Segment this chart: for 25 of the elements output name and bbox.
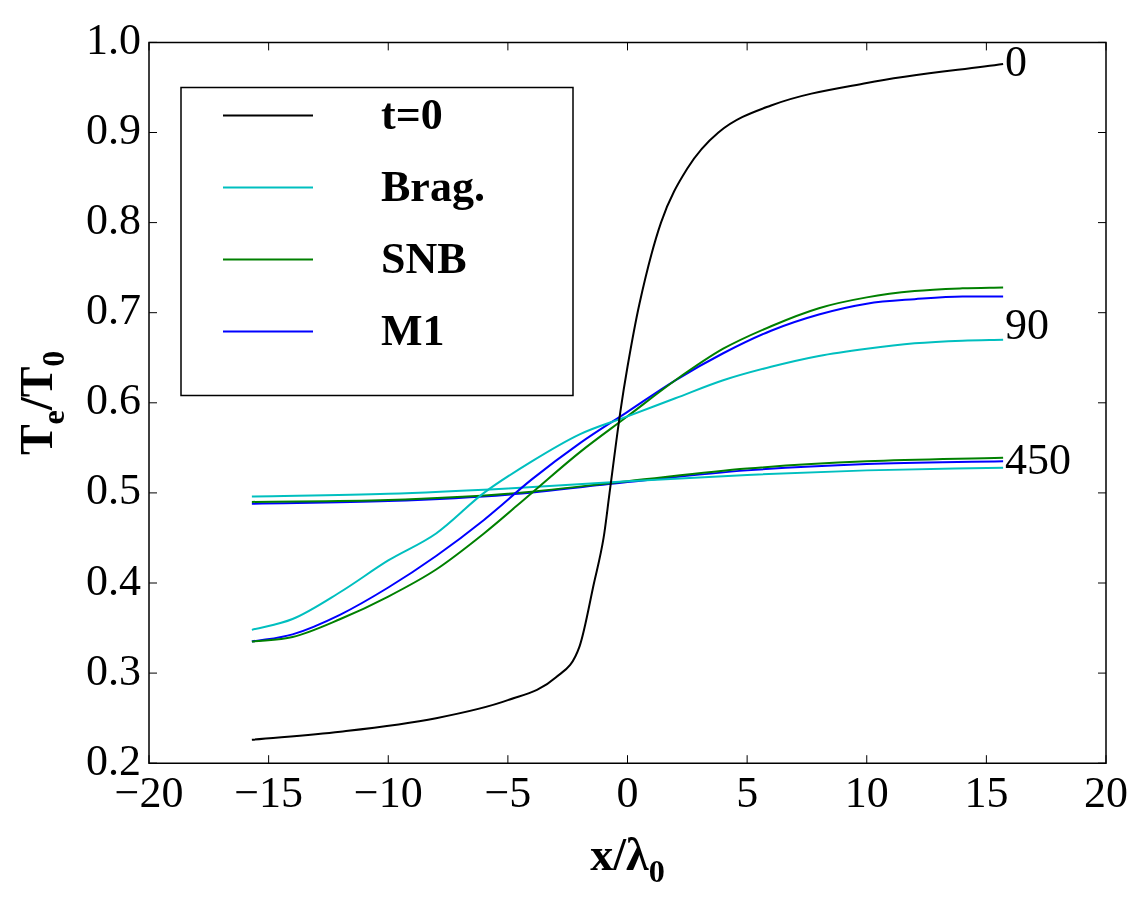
y-tick-label: 0.8 [86,195,141,245]
x-tick-label: 5 [736,768,759,818]
x-tick-label: −15 [234,768,304,818]
x-tick-label: −5 [484,768,532,818]
y-tick-label: 0.7 [86,285,141,335]
x-tick-label: 20 [1084,768,1128,818]
y-axis-title: Te/T0 [11,350,71,456]
x-tick-label: 10 [844,768,889,818]
annotation: 90 [1005,300,1050,350]
legend-label: SNB [381,233,467,283]
legend-label: t=0 [381,89,443,139]
x-tick-label: 0 [616,768,639,818]
y-tick-label: 0.4 [86,555,141,605]
annotation: 0 [1005,36,1028,86]
x-tick-label: 15 [964,768,1009,818]
y-tick-label: 0.3 [86,645,141,695]
legend-label: M1 [381,305,445,355]
line-series [250,63,1005,741]
y-tick-label: 0.5 [86,465,141,515]
legend-label: Brag. [381,161,485,211]
y-tick-label: 0.6 [86,375,141,425]
x-tick-label: −10 [353,768,423,818]
annotation: 450 [1005,434,1072,484]
y-tick-label: 1.0 [86,14,141,64]
y-tick-label: 0.9 [86,105,141,155]
